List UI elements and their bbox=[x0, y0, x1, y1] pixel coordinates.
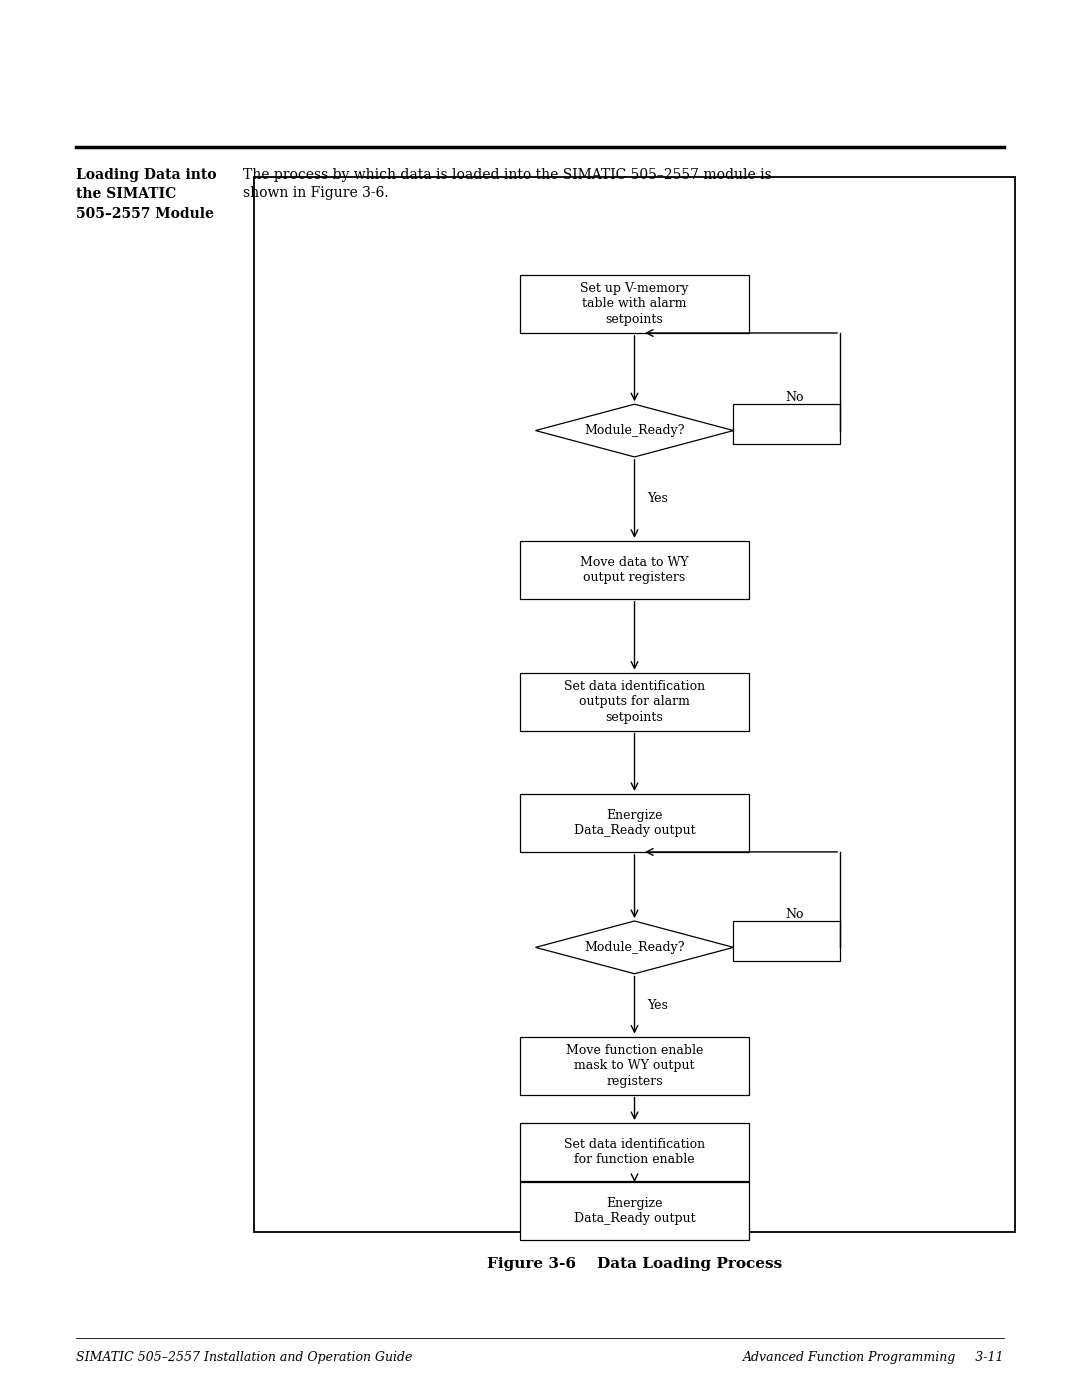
Text: Set data identification
outputs for alarm
setpoints: Set data identification outputs for alar… bbox=[564, 679, 705, 724]
Text: Yes: Yes bbox=[647, 999, 669, 1011]
Text: Energize
Data_Ready output: Energize Data_Ready output bbox=[573, 1197, 696, 1225]
Polygon shape bbox=[536, 921, 733, 974]
Polygon shape bbox=[536, 404, 733, 457]
Text: Advanced Function Programming     3-11: Advanced Function Programming 3-11 bbox=[743, 1351, 1004, 1363]
FancyBboxPatch shape bbox=[733, 921, 840, 961]
Text: Energize
Data_Ready output: Energize Data_Ready output bbox=[573, 809, 696, 837]
Text: Figure 3-6    Data Loading Process: Figure 3-6 Data Loading Process bbox=[487, 1257, 782, 1271]
FancyBboxPatch shape bbox=[521, 1182, 748, 1241]
FancyBboxPatch shape bbox=[521, 672, 748, 731]
Text: SIMATIC 505–2557 Installation and Operation Guide: SIMATIC 505–2557 Installation and Operat… bbox=[76, 1351, 411, 1363]
Text: No: No bbox=[785, 908, 804, 921]
FancyBboxPatch shape bbox=[521, 275, 748, 332]
Text: Set data identification
for function enable: Set data identification for function ena… bbox=[564, 1137, 705, 1166]
Text: Module_Ready?: Module_Ready? bbox=[584, 940, 685, 954]
FancyBboxPatch shape bbox=[521, 541, 748, 599]
Text: Move data to WY
output registers: Move data to WY output registers bbox=[580, 556, 689, 584]
FancyBboxPatch shape bbox=[521, 793, 748, 852]
Text: Yes: Yes bbox=[647, 492, 669, 506]
FancyBboxPatch shape bbox=[521, 1123, 748, 1180]
Text: No: No bbox=[785, 391, 804, 404]
Text: Set up V-memory
table with alarm
setpoints: Set up V-memory table with alarm setpoin… bbox=[580, 282, 689, 326]
Text: Move function enable
mask to WY output
registers: Move function enable mask to WY output r… bbox=[566, 1044, 703, 1087]
Text: The process by which data is loaded into the SIMATIC 505–2557 module is
shown in: The process by which data is loaded into… bbox=[243, 168, 772, 200]
FancyBboxPatch shape bbox=[254, 177, 1015, 1232]
FancyBboxPatch shape bbox=[521, 1037, 748, 1094]
Text: Module_Ready?: Module_Ready? bbox=[584, 425, 685, 437]
Text: Loading Data into
the SIMATIC
505–2557 Module: Loading Data into the SIMATIC 505–2557 M… bbox=[76, 168, 216, 221]
FancyBboxPatch shape bbox=[733, 404, 840, 444]
